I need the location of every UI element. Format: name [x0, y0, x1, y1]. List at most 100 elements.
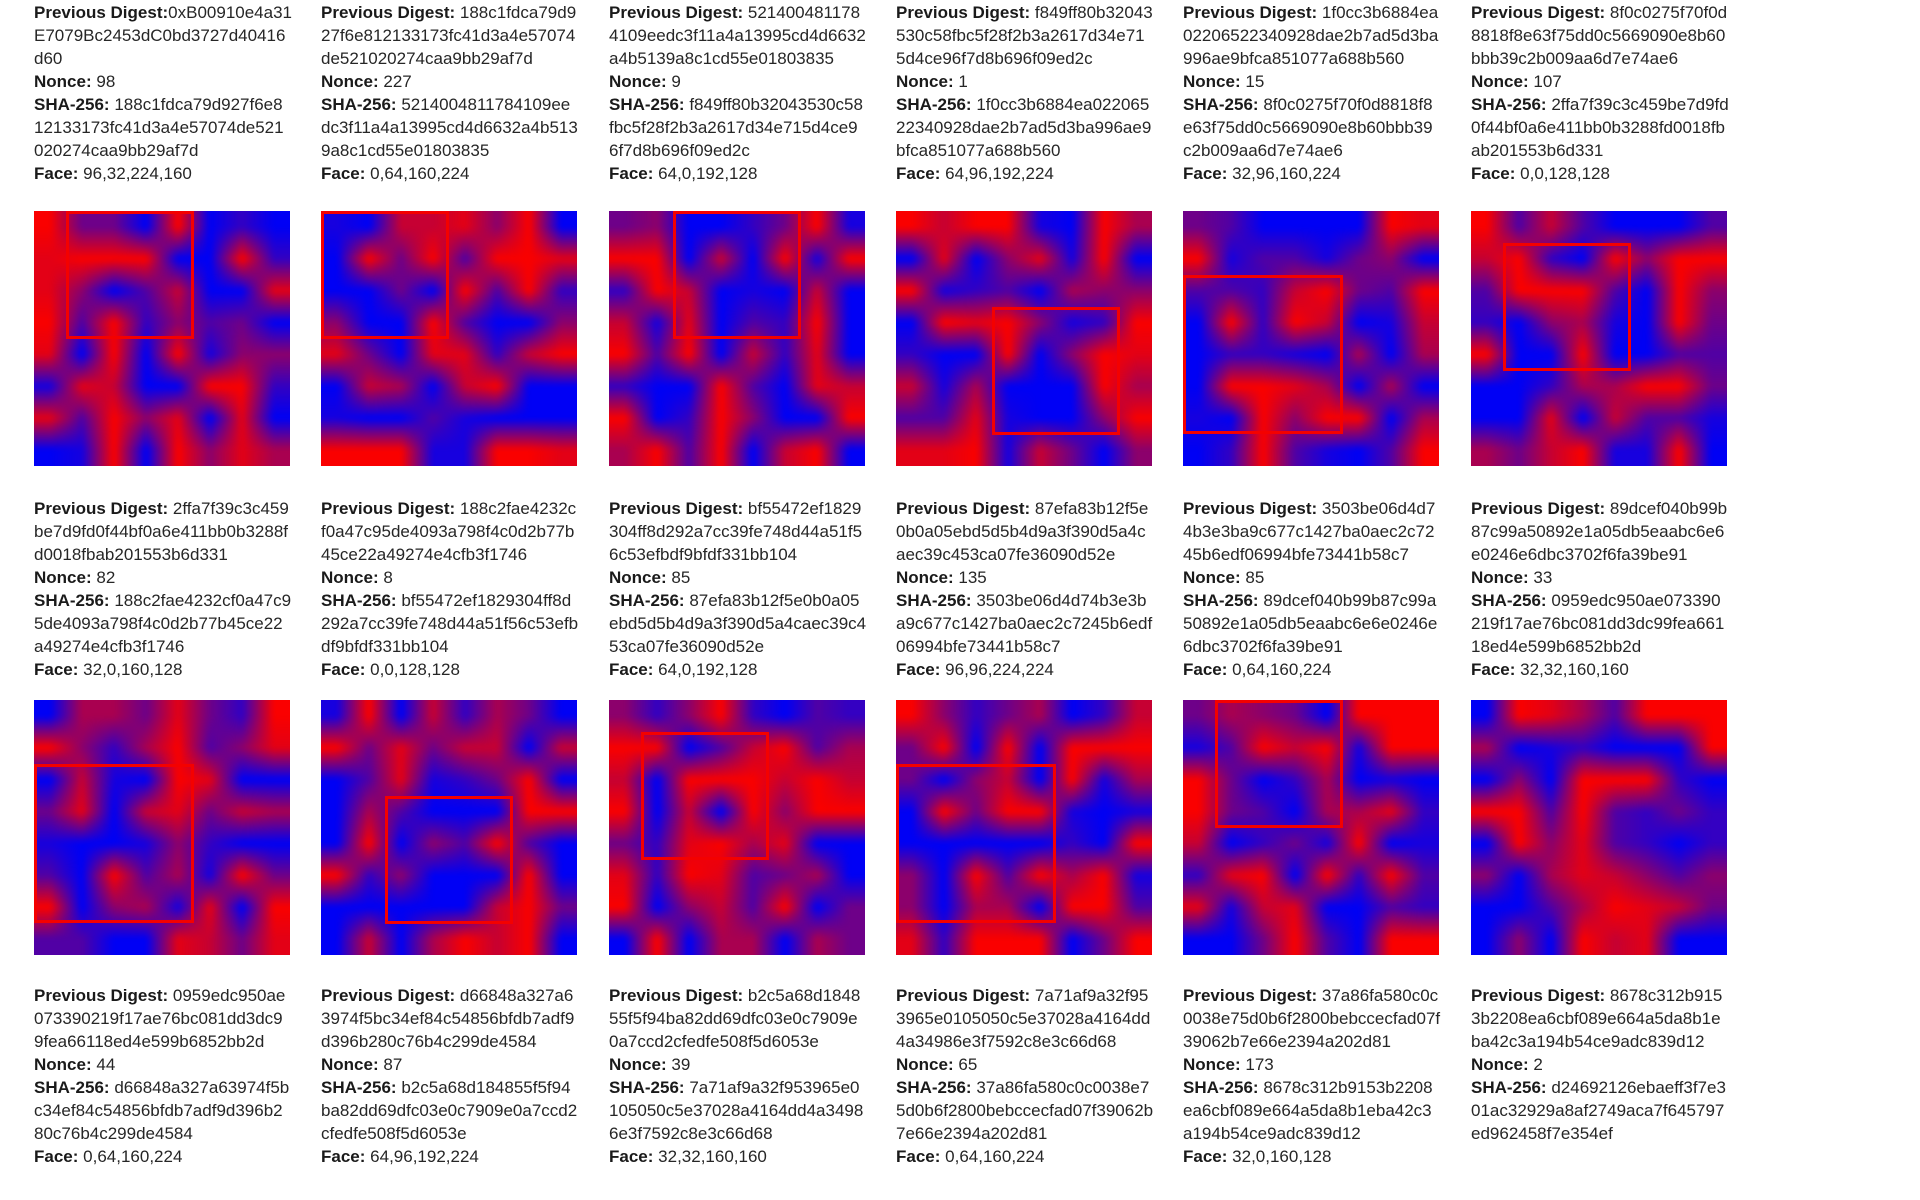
sha256-value: d66848a327a63974f5bc34ef84c54856bfdb7adf…	[34, 1078, 290, 1143]
previous-digest-label: Previous Digest:	[1183, 3, 1318, 22]
face-value: 0,64,160,224	[83, 1147, 183, 1166]
previous-digest-field: Previous Digest: d66848a327a63974f5bc34e…	[321, 984, 579, 1053]
nonce-label: Nonce:	[321, 1055, 379, 1074]
block-image	[609, 700, 865, 955]
block-caption: Previous Digest: 7a71af9a32f953965e01050…	[896, 984, 1154, 1168]
previous-digest-value: 0959edc950ae073390219f17ae76bc081dd3dc99…	[34, 986, 286, 1051]
sha256-value: b2c5a68d184855f5f94ba82dd69dfc03e0c7909e…	[321, 1078, 578, 1143]
face-value: 0,64,160,224	[370, 164, 470, 183]
nonce-value: 2	[1533, 1055, 1543, 1074]
sha256-field: SHA-256: 3503be06d4d74b3e3ba9c677c1427ba…	[896, 589, 1154, 658]
previous-digest-field: Previous Digest: 188c2fae4232cf0a47c95de…	[321, 497, 579, 566]
previous-digest-label: Previous Digest:	[321, 3, 456, 22]
sha256-field: SHA-256: d66848a327a63974f5bc34ef84c5485…	[34, 1076, 292, 1145]
face-value: 0,0,128,128	[1520, 164, 1610, 183]
digest-heatmap-canvas	[1471, 700, 1727, 955]
face-label: Face:	[896, 164, 941, 183]
face-label: Face:	[1183, 660, 1228, 679]
block-caption: Previous Digest: 87efa83b12f5e0b0a05ebd5…	[896, 497, 1154, 681]
block-image	[321, 700, 577, 955]
previous-digest-label: Previous Digest:	[34, 986, 169, 1005]
previous-digest-label: Previous Digest:	[896, 499, 1031, 518]
face-field: Face: 32,0,160,128	[34, 658, 292, 681]
face-value: 96,96,224,224	[945, 660, 1054, 679]
face-value: 64,96,192,224	[370, 1147, 479, 1166]
previous-digest-value: f849ff80b32043530c58fbc5f28f2b3a2617d34e…	[896, 3, 1153, 68]
nonce-field: Nonce: 85	[609, 566, 867, 589]
sha256-label: SHA-256:	[1183, 591, 1259, 610]
face-rectangle-overlay	[385, 796, 513, 924]
previous-digest-label: Previous Digest:	[34, 3, 169, 22]
sha256-label: SHA-256:	[1183, 1078, 1259, 1097]
sha256-field: SHA-256: 8f0c0275f70f0d8818f8e63f75dd0c5…	[1183, 93, 1441, 162]
sha256-label: SHA-256:	[34, 591, 110, 610]
nonce-value: 1	[958, 72, 968, 91]
sha256-field: SHA-256: f849ff80b32043530c58fbc5f28f2b3…	[609, 93, 867, 162]
digest-heatmap-canvas	[321, 700, 577, 955]
previous-digest-value: 188c2fae4232cf0a47c95de4093a798f4c0d2b77…	[321, 499, 577, 564]
sha256-field: SHA-256: 188c1fdca79d927f6e812133173fc41…	[34, 93, 292, 162]
previous-digest-field: Previous Digest: 87efa83b12f5e0b0a05ebd5…	[896, 497, 1154, 566]
face-rectangle-overlay	[673, 211, 801, 339]
face-value: 0,64,160,224	[945, 1147, 1045, 1166]
nonce-label: Nonce:	[896, 1055, 954, 1074]
previous-digest-field: Previous Digest: b2c5a68d184855f5f94ba82…	[609, 984, 867, 1053]
previous-digest-value: 3503be06d4d74b3e3ba9c677c1427ba0aec2c724…	[1183, 499, 1436, 564]
nonce-value: 85	[1245, 568, 1265, 587]
block-caption: Previous Digest: f849ff80b32043530c58fbc…	[896, 1, 1154, 185]
sha256-label: SHA-256:	[609, 1078, 685, 1097]
nonce-field: Nonce: 8	[321, 566, 579, 589]
previous-digest-label: Previous Digest:	[896, 986, 1031, 1005]
face-value: 32,96,160,224	[1232, 164, 1341, 183]
block-image	[1183, 700, 1439, 955]
nonce-field: Nonce: 65	[896, 1053, 1154, 1076]
nonce-value: 98	[96, 72, 116, 91]
face-label: Face:	[609, 164, 654, 183]
nonce-field: Nonce: 98	[34, 70, 292, 93]
nonce-field: Nonce: 33	[1471, 566, 1729, 589]
previous-digest-label: Previous Digest:	[609, 499, 744, 518]
block-caption: Previous Digest: d66848a327a63974f5bc34e…	[321, 984, 579, 1168]
face-label: Face:	[1183, 1147, 1228, 1166]
previous-digest-value: 8678c312b9153b2208ea6cbf089e664a5da8b1eb…	[1471, 986, 1723, 1051]
sha256-label: SHA-256:	[1471, 1078, 1547, 1097]
previous-digest-value: 2ffa7f39c3c459be7d9fd0f44bf0a6e411bb0b32…	[34, 499, 289, 564]
nonce-label: Nonce:	[321, 72, 379, 91]
nonce-label: Nonce:	[34, 568, 92, 587]
previous-digest-field: Previous Digest: 188c1fdca79d927f6e81213…	[321, 1, 579, 70]
sha256-label: SHA-256:	[1183, 95, 1259, 114]
nonce-value: 65	[958, 1055, 978, 1074]
face-rectangle-overlay	[321, 211, 449, 339]
sha256-label: SHA-256:	[896, 591, 972, 610]
nonce-value: 15	[1245, 72, 1265, 91]
previous-digest-label: Previous Digest:	[1471, 499, 1606, 518]
sha256-field: SHA-256: 2ffa7f39c3c459be7d9fd0f44bf0a6e…	[1471, 93, 1729, 162]
face-field: Face: 64,0,192,128	[609, 162, 867, 185]
face-label: Face:	[609, 1147, 654, 1166]
face-field: Face: 0,64,160,224	[896, 1145, 1154, 1168]
nonce-value: 173	[1245, 1055, 1274, 1074]
sha256-value: 3503be06d4d74b3e3ba9c677c1427ba0aec2c724…	[896, 591, 1153, 656]
nonce-field: Nonce: 135	[896, 566, 1154, 589]
sha256-value: f849ff80b32043530c58fbc5f28f2b3a2617d34e…	[609, 95, 863, 160]
nonce-label: Nonce:	[1471, 1055, 1529, 1074]
previous-digest-value: bf55472ef1829304ff8d292a7cc39fe748d44a51…	[609, 499, 863, 564]
face-rectangle-overlay	[66, 211, 194, 339]
nonce-field: Nonce: 39	[609, 1053, 867, 1076]
previous-digest-label: Previous Digest:	[609, 3, 744, 22]
block-caption: Previous Digest: bf55472ef1829304ff8d292…	[609, 497, 867, 681]
sha256-value: 37a86fa580c0c0038e75d0b6f2800bebccecfad0…	[896, 1078, 1154, 1143]
sha256-label: SHA-256:	[34, 95, 110, 114]
previous-digest-value: 37a86fa580c0c0038e75d0b6f2800bebccecfad0…	[1183, 986, 1441, 1051]
face-rectangle-overlay	[1215, 700, 1343, 828]
nonce-label: Nonce:	[1471, 568, 1529, 587]
face-value: 32,32,160,160	[1520, 660, 1629, 679]
previous-digest-field: Previous Digest: bf55472ef1829304ff8d292…	[609, 497, 867, 566]
face-field: Face: 0,0,128,128	[1471, 162, 1729, 185]
block-image	[896, 211, 1152, 466]
sha256-field: SHA-256: 5214004811784109eedc3f11a4a1399…	[321, 93, 579, 162]
face-field: Face: 64,96,192,224	[321, 1145, 579, 1168]
previous-digest-field: Previous Digest: 5214004811784109eedc3f1…	[609, 1, 867, 70]
nonce-field: Nonce: 173	[1183, 1053, 1441, 1076]
